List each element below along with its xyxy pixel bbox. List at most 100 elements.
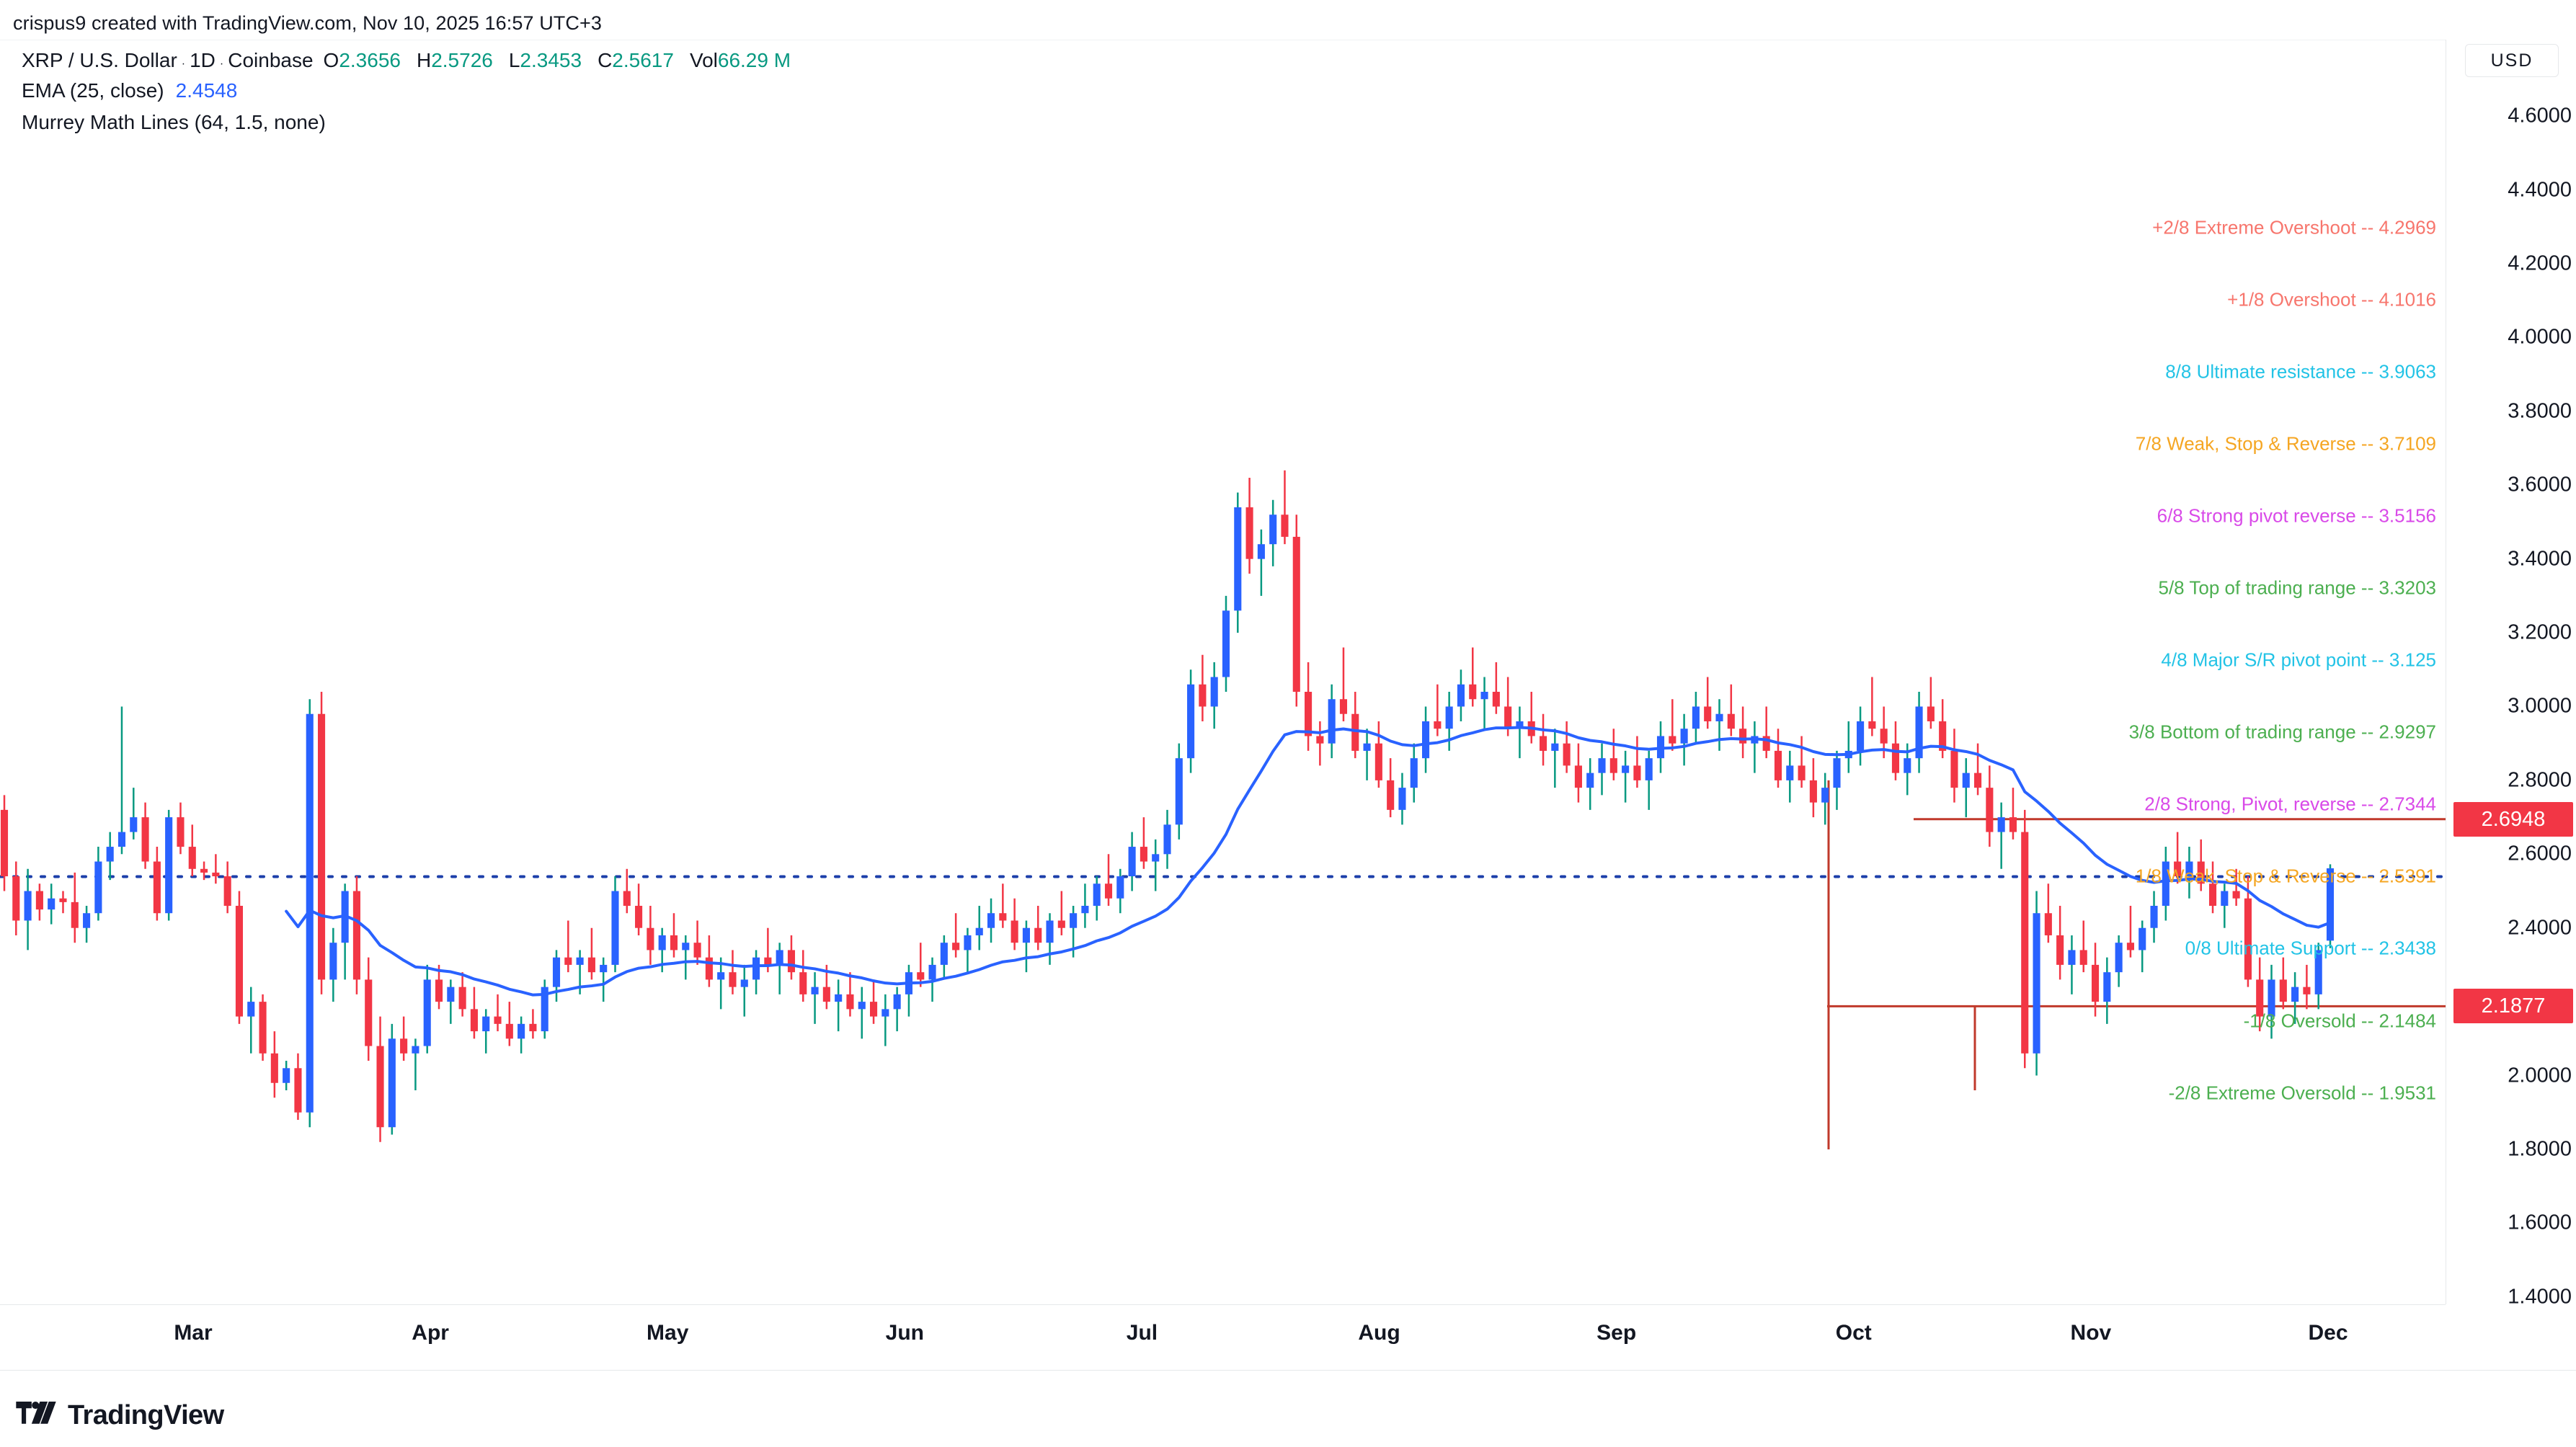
credit-line: crispus9 created with TradingView.com, N… xyxy=(13,12,602,34)
candlestick-svg xyxy=(0,470,2446,1149)
ohlc-high-value: 2.5726 xyxy=(431,49,493,71)
time-scale[interactable]: Mar Apr May Jun Jul Aug Sep Oct Nov Dec xyxy=(0,1304,2446,1371)
murrey-level-value: 3.9063 xyxy=(2379,360,2436,383)
murrey-level-label: +2/8 Extreme Overshoot -- 4.2969 xyxy=(0,217,2436,239)
murrey-level-name: +1/8 Overshoot xyxy=(2227,288,2356,311)
murrey-level-label: -1/8 Oversold -- 2.1484 xyxy=(0,1010,2436,1032)
price-tick: 3.2000 xyxy=(2508,620,2572,644)
price-tick: 3.8000 xyxy=(2508,399,2572,423)
murrey-level-value: 2.3438 xyxy=(2379,937,2436,959)
murrey-level-dash: -- xyxy=(2360,216,2374,239)
time-tick: Apr xyxy=(412,1321,449,1345)
murrey-level-value: 3.125 xyxy=(2389,649,2436,671)
murrey-level-label: -2/8 Extreme Oversold -- 1.9531 xyxy=(0,1082,2436,1104)
murrey-level-name: 5/8 Top of trading range xyxy=(2158,576,2356,599)
legend-ema-value: 2.4548 xyxy=(175,79,238,102)
time-tick: Jul xyxy=(1126,1321,1158,1345)
time-tick: May xyxy=(647,1321,689,1345)
time-tick: Mar xyxy=(174,1321,213,1345)
price-tick: 1.4000 xyxy=(2508,1285,2572,1309)
legend-murrey-row[interactable]: Murrey Math Lines (64, 1.5, none) xyxy=(22,111,807,137)
murrey-level-dash: -- xyxy=(2360,432,2374,455)
current-price-badge[interactable]: 2.1877 xyxy=(2453,989,2573,1024)
murrey-level-dash: -- xyxy=(2360,1010,2374,1032)
murrey-level-value: 2.5391 xyxy=(2379,865,2436,887)
murrey-level-dash: -- xyxy=(2371,649,2384,671)
murrey-level-label: 5/8 Top of trading range -- 3.3203 xyxy=(0,576,2437,600)
murrey-level-name: 2/8 Strong, Pivot, reverse xyxy=(2144,793,2356,815)
ohlc-volume: Vol66.29 M xyxy=(690,49,791,72)
legend-separator-2: · xyxy=(219,58,224,70)
price-tick: 2.4000 xyxy=(2508,916,2572,940)
price-tick: 1.8000 xyxy=(2508,1137,2572,1161)
murrey-level-name: 8/8 Ultimate resistance xyxy=(2165,360,2356,383)
ohlc-volume-value: 66.29 M xyxy=(717,49,791,71)
ohlc-open-value: 2.3656 xyxy=(339,49,401,71)
murrey-level-name: 4/8 Major S/R pivot point xyxy=(2161,649,2367,671)
price-tick: 4.2000 xyxy=(2508,251,2572,275)
murrey-level-label: 7/8 Weak, Stop & Reverse -- 3.7109 xyxy=(0,433,2436,455)
murrey-level-name: 1/8 Weak, Stop & Reverse xyxy=(2135,865,2356,887)
chart-plot-area[interactable] xyxy=(0,79,2446,1304)
murrey-level-label: 8/8 Ultimate resistance -- 3.9063 xyxy=(0,361,2436,383)
price-tick: 3.6000 xyxy=(2508,473,2572,497)
legend-ema-row[interactable]: EMA (25, close) 2.4548 xyxy=(22,79,807,105)
murrey-level-label: +1/8 Overshoot -- 4.1016 xyxy=(0,289,2436,311)
murrey-level-label: 1/8 Weak, Stop & Reverse -- 2.5391 xyxy=(0,865,2436,888)
tradingview-mark-icon xyxy=(16,1401,56,1424)
ohlc-low-label: L xyxy=(508,49,520,71)
legend-ema-title: EMA (25, close) xyxy=(22,79,164,102)
time-tick: Oct xyxy=(1835,1321,1872,1345)
ohlc-close-label: C xyxy=(598,49,613,71)
murrey-level-dash: -- xyxy=(2360,288,2374,311)
murrey-level-name: 3/8 Bottom of trading range xyxy=(2128,721,2356,743)
price-tick: 4.6000 xyxy=(2508,104,2572,128)
murrey-level-name: -2/8 Extreme Oversold xyxy=(2168,1082,2356,1104)
time-tick: Dec xyxy=(2308,1321,2348,1345)
time-tick: Aug xyxy=(1358,1321,1400,1345)
murrey-level-name: 6/8 Strong pivot reverse xyxy=(2157,504,2356,527)
current-price-badge[interactable]: 2.6948 xyxy=(2453,801,2573,837)
murrey-level-dash: -- xyxy=(2360,793,2374,815)
murrey-level-value: 2.7344 xyxy=(2379,793,2436,815)
currency-badge[interactable]: USD xyxy=(2465,44,2559,77)
price-tick: 3.4000 xyxy=(2508,547,2572,571)
time-tick: Jun xyxy=(885,1321,924,1345)
legend-separator-1: · xyxy=(181,58,186,70)
murrey-level-name: +2/8 Extreme Overshoot xyxy=(2152,216,2356,239)
murrey-level-value: 2.9297 xyxy=(2379,721,2436,743)
murrey-level-label: 3/8 Bottom of trading range -- 2.9297 xyxy=(0,721,2436,744)
ohlc-low-value: 2.3453 xyxy=(520,49,582,71)
price-tick: 2.0000 xyxy=(2508,1064,2572,1087)
ohlc-volume-label: Vol xyxy=(689,49,718,71)
price-tick: 3.0000 xyxy=(2508,694,2572,718)
legend-murrey-title: Murrey Math Lines (64, 1.5, none) xyxy=(22,111,326,133)
legend-ohlc: O2.3656 H2.5726 L2.3453 C2.5617 Vol66.29… xyxy=(324,49,807,72)
murrey-level-dash: -- xyxy=(2360,576,2374,599)
murrey-level-value: 3.3203 xyxy=(2379,576,2436,599)
legend-exchange: Coinbase xyxy=(228,49,314,71)
murrey-level-dash: -- xyxy=(2360,865,2374,887)
murrey-level-value: 1.9531 xyxy=(2379,1082,2436,1104)
murrey-level-value: 4.1016 xyxy=(2379,288,2436,311)
murrey-level-name: 0/8 Ultimate Support xyxy=(2185,937,2356,959)
legend-interval: 1D xyxy=(190,49,216,71)
legend-symbol-row[interactable]: XRP / U.S. Dollar · 1D · Coinbase O2.365… xyxy=(22,49,807,75)
murrey-level-dash: -- xyxy=(2360,721,2374,743)
legend-symbol: XRP / U.S. Dollar xyxy=(22,49,177,71)
ohlc-close: C2.5617 xyxy=(598,49,674,72)
murrey-level-label: 2/8 Strong, Pivot, reverse -- 2.7344 xyxy=(0,793,2436,816)
murrey-level-label: 6/8 Strong pivot reverse -- 3.5156 xyxy=(0,505,2436,527)
price-tick: 2.6000 xyxy=(2508,842,2572,865)
tradingview-logo[interactable]: TradingView xyxy=(16,1400,224,1431)
ohlc-close-value: 2.5617 xyxy=(612,49,674,71)
price-scale[interactable]: USD 4.6000 4.4000 4.2000 4.0000 3.8000 3.6000… xyxy=(2446,40,2576,1308)
murrey-level-label: 0/8 Ultimate Support -- 2.3438 xyxy=(0,938,2436,960)
ohlc-high-label: H xyxy=(416,49,432,71)
chart-legend: XRP / U.S. Dollar · 1D · Coinbase O2.365… xyxy=(22,49,807,137)
murrey-level-dash: -- xyxy=(2360,504,2374,527)
price-tick: 4.0000 xyxy=(2508,325,2572,349)
ohlc-open: O2.3656 xyxy=(324,49,401,72)
murrey-level-name: -1/8 Oversold xyxy=(2243,1010,2356,1032)
murrey-level-name: 7/8 Weak, Stop & Reverse xyxy=(2135,432,2356,455)
